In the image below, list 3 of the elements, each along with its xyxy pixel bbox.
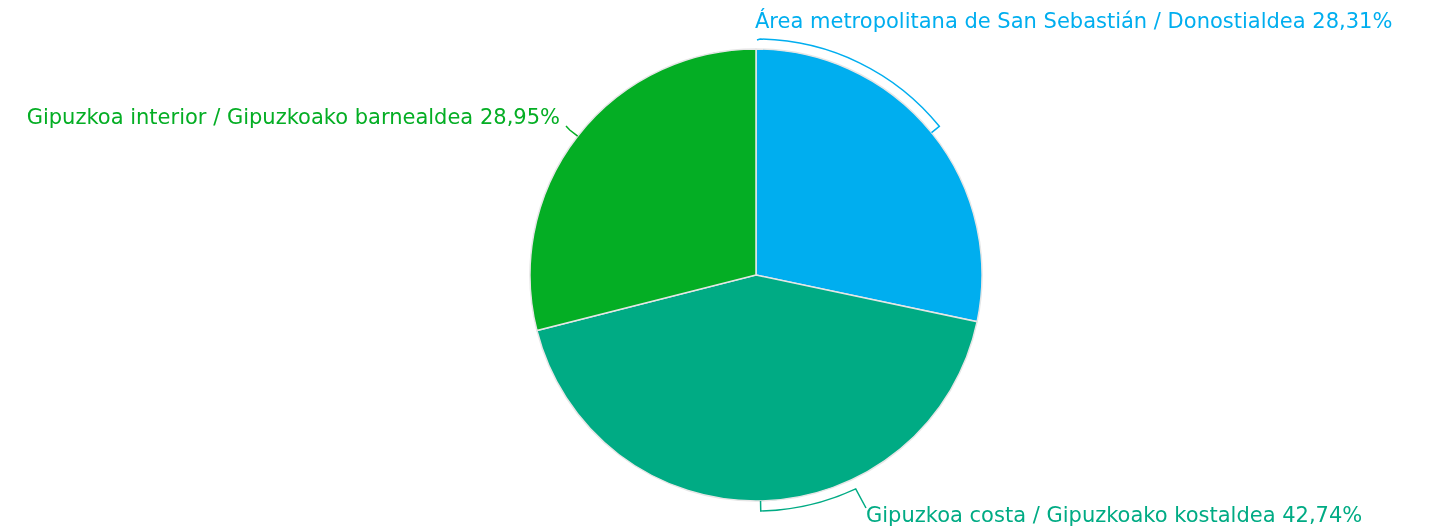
- slice-label: Gipuzkoa interior / Gipuzkoako barnealdea 28,95%: [26, 105, 560, 129]
- slice-label: Área metropolitana de San Sebastián / Donostialdea 28,31%: [755, 8, 1393, 33]
- slice-label: Gipuzkoa costa / Gipuzkoako kostaldea 42,74%: [866, 503, 1363, 527]
